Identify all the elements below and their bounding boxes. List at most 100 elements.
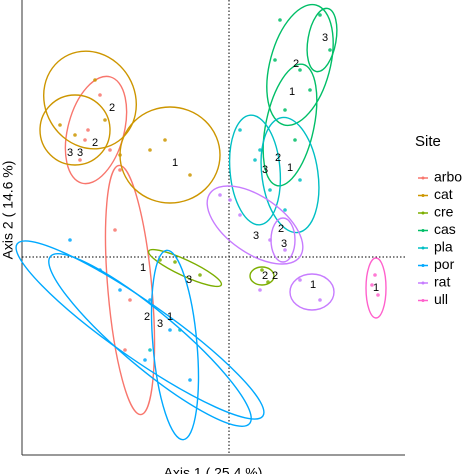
point (228, 198, 232, 202)
legend-key-dot (421, 229, 425, 232)
legend-key-dot (421, 299, 425, 302)
point (113, 228, 117, 232)
point (238, 213, 242, 217)
y-axis-label: Axis 2 ( 14.6 %) (0, 161, 16, 260)
point (298, 178, 302, 182)
point (83, 138, 87, 142)
point (128, 298, 132, 302)
legend-title: Site (415, 133, 441, 150)
point (318, 13, 322, 17)
group-label: 2 (144, 311, 150, 323)
ellipse (262, 63, 318, 187)
legend-label: rat (434, 274, 450, 290)
group-label: 2 (262, 270, 268, 282)
point (108, 148, 112, 152)
point (168, 328, 172, 332)
point (78, 158, 82, 162)
point (173, 260, 177, 264)
legend-key-dot (421, 264, 425, 267)
point (376, 293, 380, 297)
point (188, 378, 192, 382)
legend-key-dot (421, 176, 425, 180)
legend-key-dot (421, 194, 425, 197)
point (58, 123, 62, 127)
point (148, 348, 152, 352)
group-label: 1 (140, 262, 146, 274)
legend-label: cas (434, 221, 456, 237)
group-label: 3 (157, 318, 163, 330)
ellipse (48, 253, 252, 427)
point (143, 358, 147, 362)
point (188, 173, 192, 177)
point (308, 88, 312, 92)
group-label: 3 (322, 32, 328, 44)
ellipse (266, 3, 334, 127)
ellipse (306, 7, 338, 73)
group-label: 1 (373, 282, 379, 294)
point (273, 58, 277, 62)
legend-key-dot (421, 281, 425, 285)
group-label: 1 (289, 86, 295, 98)
group-label: 1 (287, 162, 293, 174)
ellipse (365, 257, 387, 319)
point (93, 78, 97, 82)
group-label: 3 (77, 147, 83, 159)
point (373, 273, 377, 277)
group-label: 3 (281, 238, 287, 250)
point (118, 168, 122, 172)
legend-label: cre (434, 204, 454, 220)
point (98, 268, 102, 272)
group-label: 3 (262, 164, 268, 176)
point (298, 68, 302, 72)
ellipse (15, 240, 265, 420)
group-label: 3 (186, 274, 192, 286)
point (68, 238, 72, 242)
point (283, 248, 287, 252)
legend-label: ull (434, 291, 448, 307)
point (163, 138, 167, 142)
point (218, 193, 222, 197)
point (253, 158, 257, 162)
point (278, 18, 282, 22)
point (103, 118, 107, 122)
legend-label: arbo (434, 169, 462, 185)
group-label: 3 (67, 147, 73, 159)
legend-label: cat (434, 186, 453, 202)
point (73, 133, 77, 137)
point (293, 138, 297, 142)
point (283, 208, 287, 212)
group-label: 1 (310, 279, 316, 291)
ellipse (249, 266, 275, 286)
point (328, 48, 332, 52)
ellipse (150, 249, 200, 441)
legend-label: por (434, 256, 455, 272)
group-label: 2 (272, 270, 278, 282)
ellipse (289, 273, 335, 311)
ellipse (104, 164, 156, 416)
point (148, 148, 152, 152)
point (198, 273, 202, 277)
ellipse (39, 94, 111, 166)
point (98, 93, 102, 97)
legend-key-dot (421, 246, 425, 250)
x-axis-label: Axis 1 ( 25.4 %) (164, 465, 263, 474)
point (258, 148, 262, 152)
legend-label: pla (434, 239, 453, 255)
point (370, 283, 374, 287)
point (118, 288, 122, 292)
point (298, 278, 302, 282)
point (268, 238, 272, 242)
group-label: 2 (92, 137, 98, 149)
point (148, 298, 152, 302)
point (266, 280, 270, 284)
group-label: 2 (109, 102, 115, 114)
point (118, 153, 122, 157)
group-label: 1 (167, 311, 173, 323)
group-label: 2 (275, 152, 281, 164)
point (238, 128, 242, 132)
ellipse (228, 114, 282, 226)
point (318, 298, 322, 302)
group-label: 1 (172, 157, 178, 169)
